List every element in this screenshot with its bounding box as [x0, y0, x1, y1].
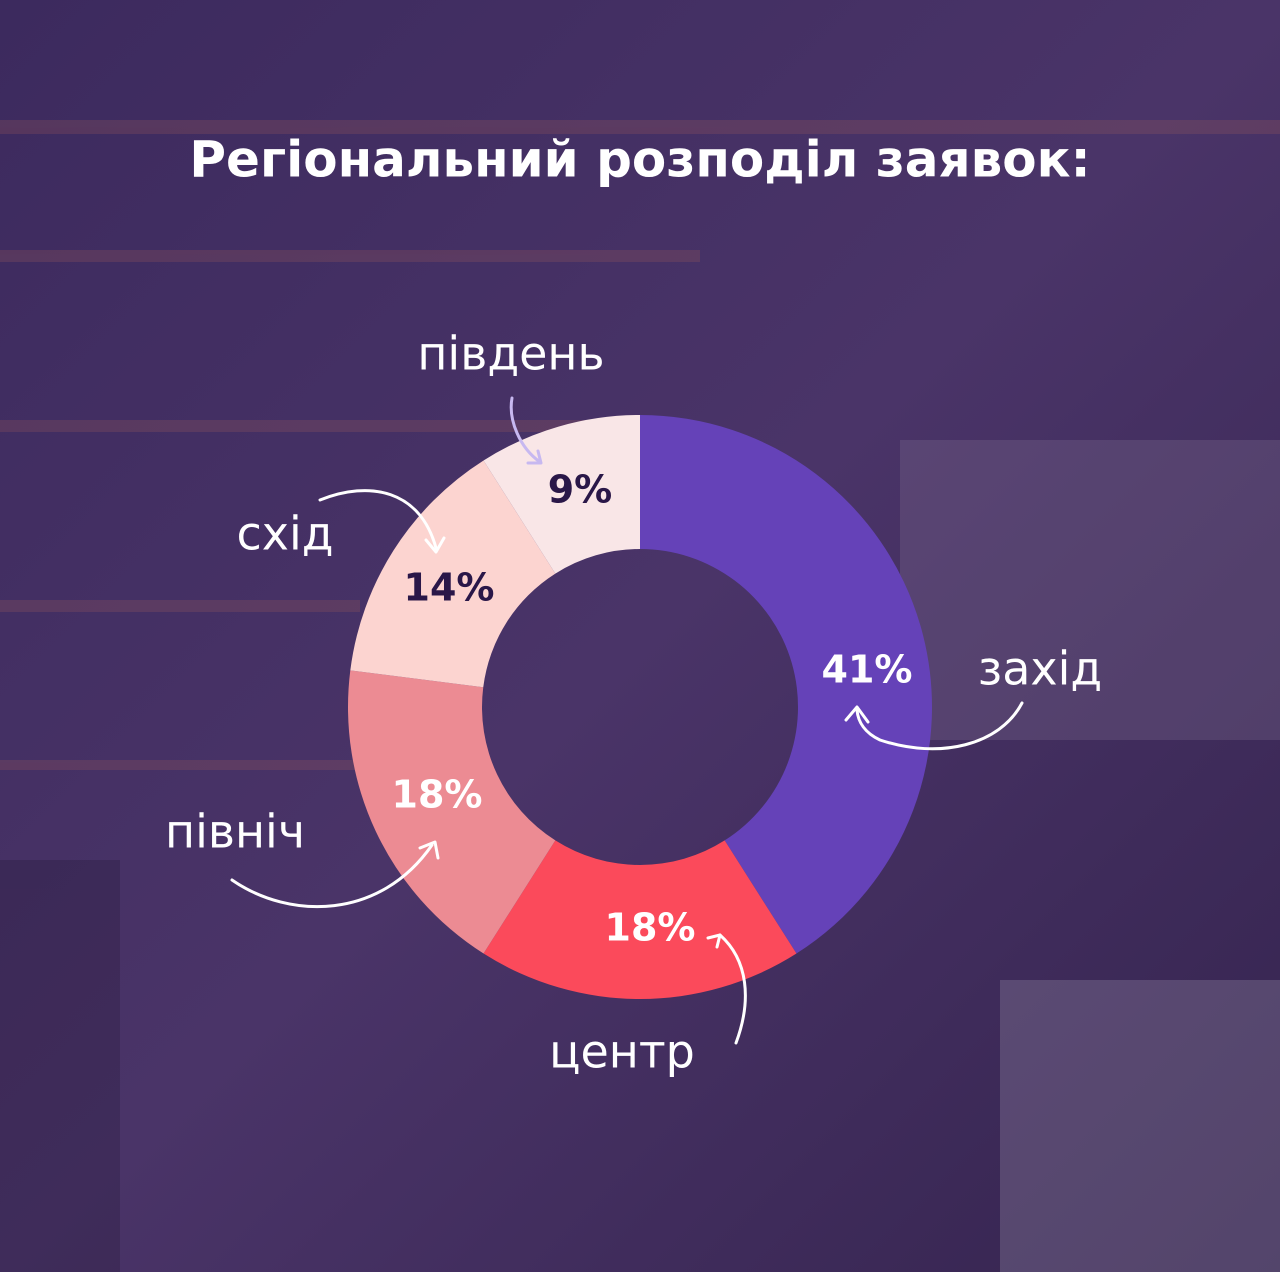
donut-slice [348, 670, 556, 954]
value-label: 18% [392, 773, 483, 817]
category-label: захід [978, 642, 1102, 696]
donut-slice [640, 415, 933, 954]
category-label: північ [165, 805, 305, 859]
arrow [509, 396, 542, 464]
chart-title: Регіональний розподіл заявок: [189, 131, 1090, 189]
value-label: 14% [404, 566, 495, 610]
arrow-head [526, 449, 543, 465]
donut-slice [483, 415, 640, 574]
background-shelves [0, 120, 1280, 1272]
value-label: 9% [548, 468, 613, 512]
arrow-head [844, 705, 870, 724]
donut-slice [483, 840, 797, 999]
category-label: центр [549, 1025, 695, 1079]
arrow [855, 701, 1024, 751]
arrow [230, 843, 434, 909]
donut-slice [350, 460, 556, 688]
arrow [718, 933, 747, 1045]
category-label: схід [236, 507, 333, 561]
arrow-head [424, 536, 446, 554]
arrow-head [418, 840, 440, 860]
value-label: 41% [822, 648, 913, 692]
value-label: 18% [605, 906, 696, 950]
arrow-head [706, 933, 722, 949]
arrow [318, 489, 438, 550]
category-label: південь [417, 327, 604, 381]
arrows [230, 396, 1024, 1045]
